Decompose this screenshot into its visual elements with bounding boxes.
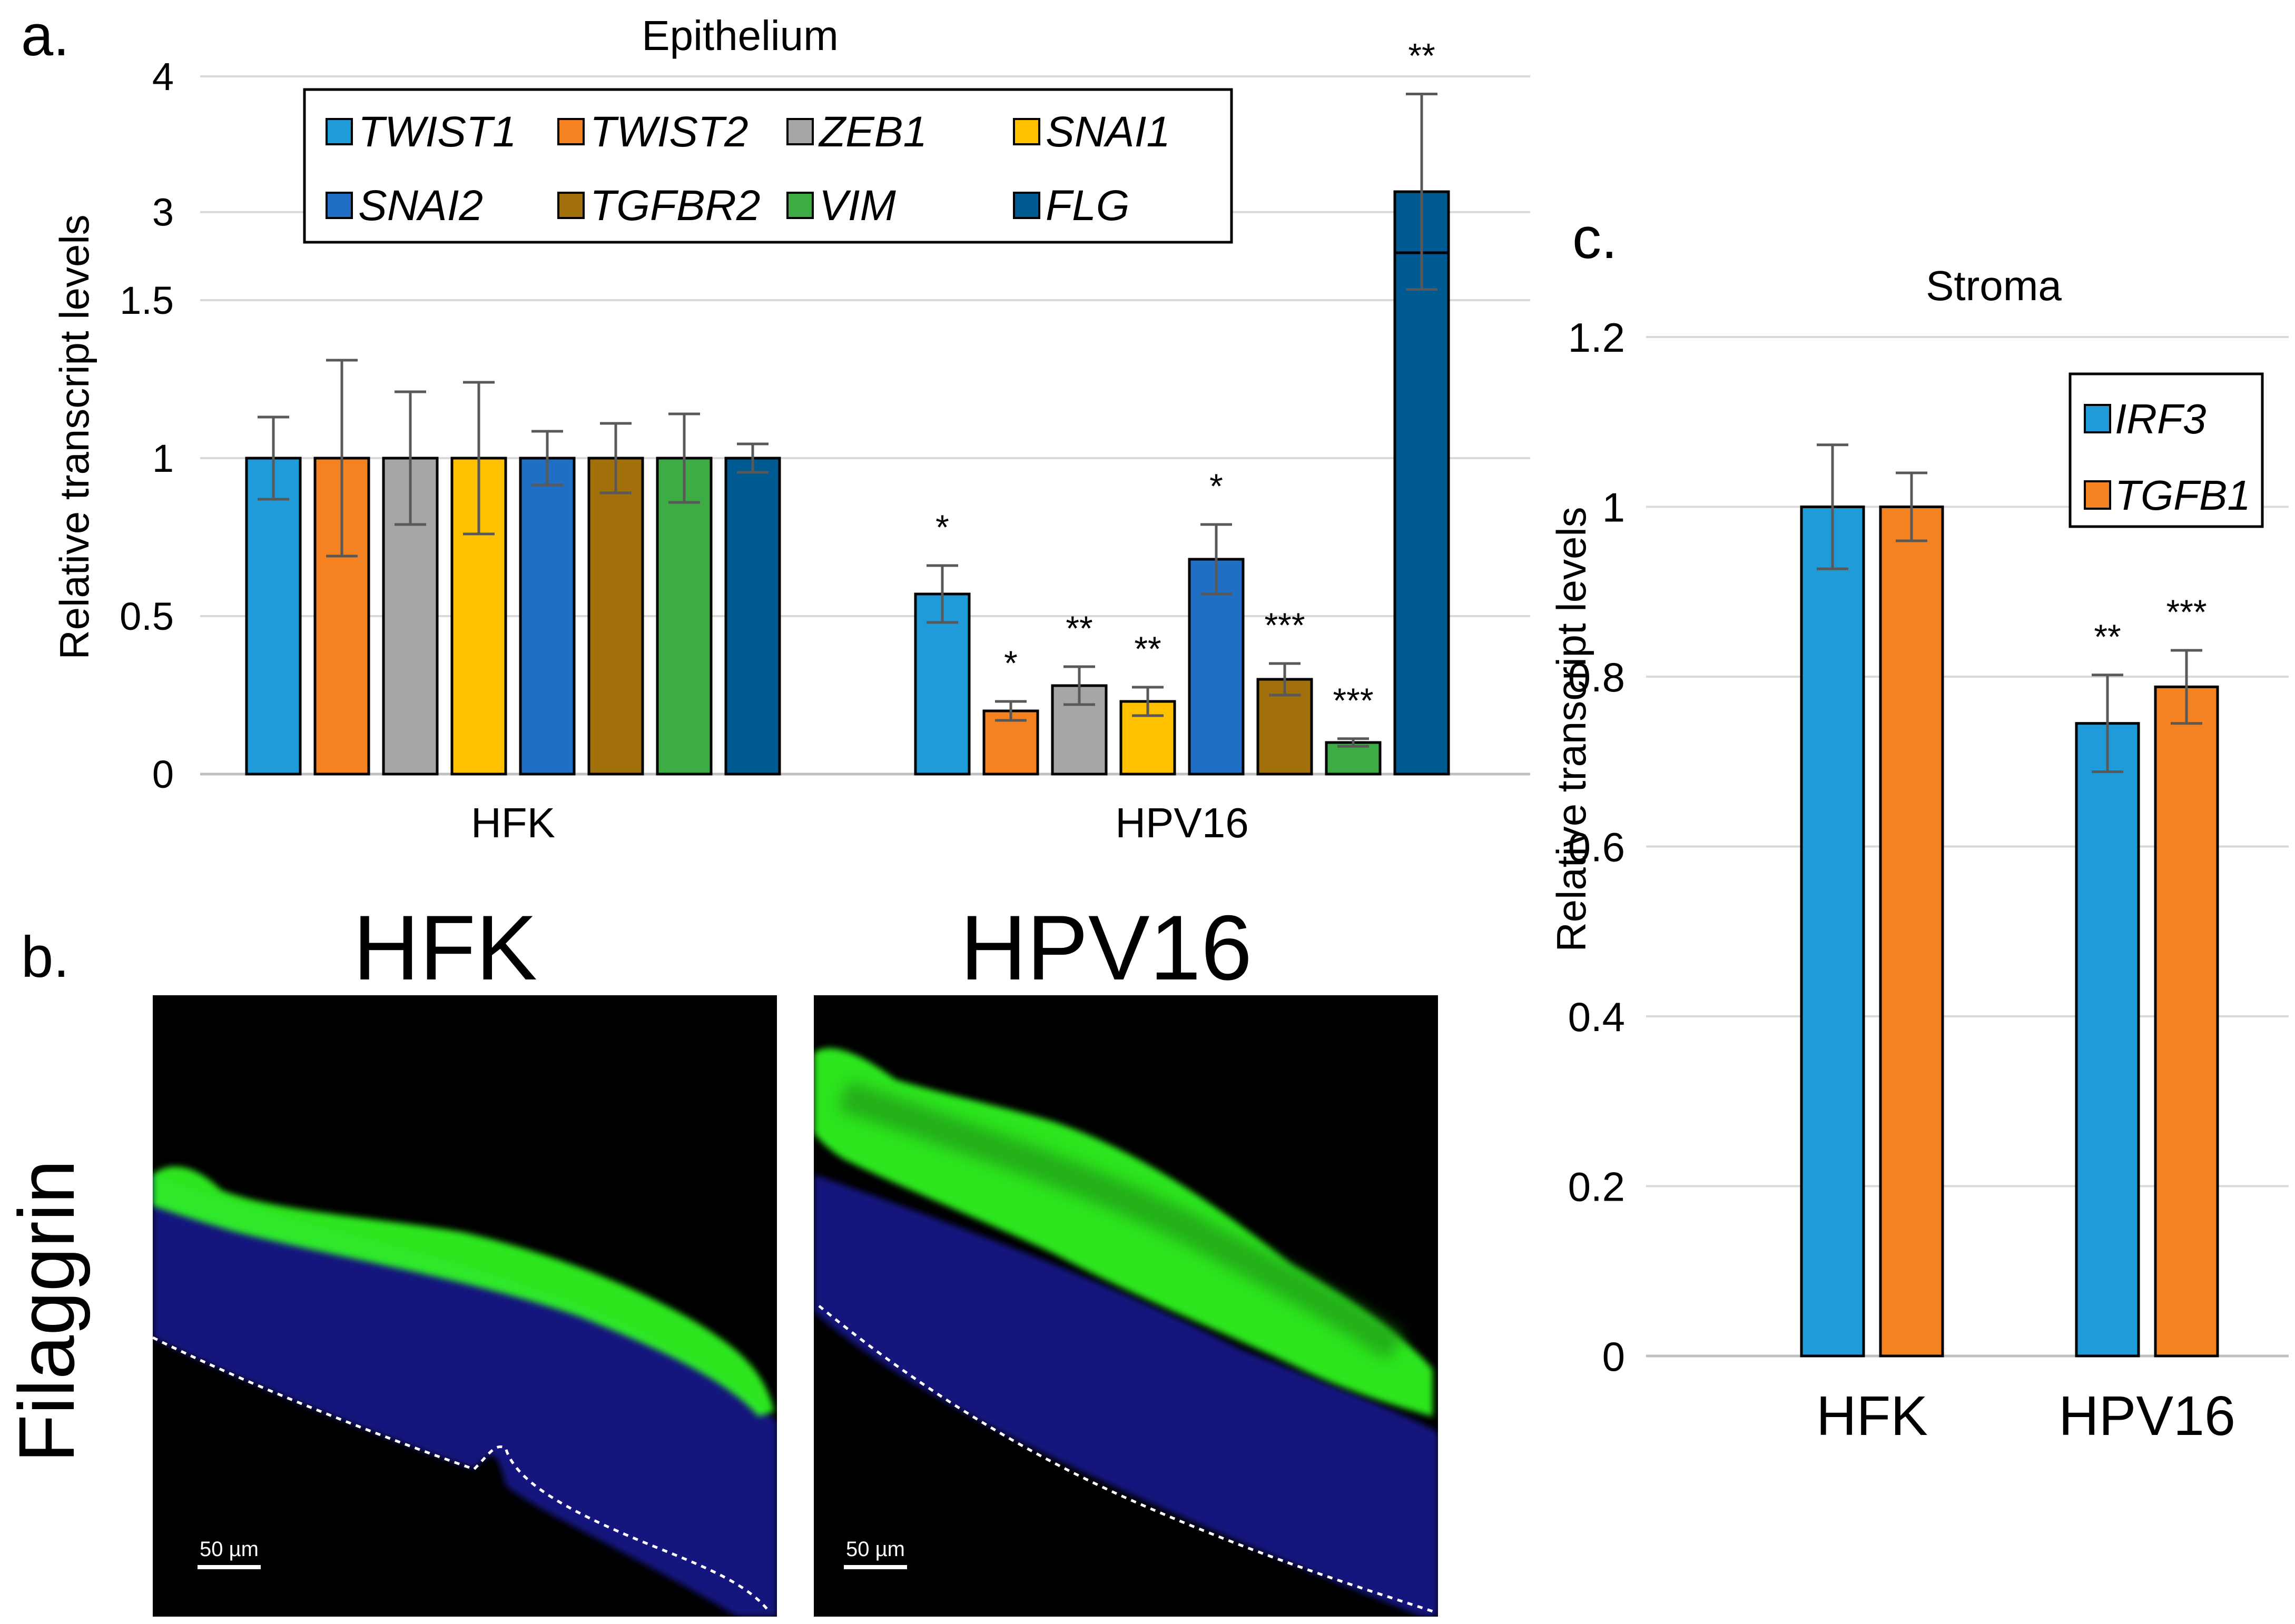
filaggrin-row-label: Filaggrin: [2, 1160, 91, 1462]
epithelium-chart-title: Epithelium: [642, 12, 839, 59]
stroma-bars: *****: [1800, 443, 2219, 1358]
legend-label: VIM: [819, 182, 896, 230]
stroma-legend: IRF3 TGFB1: [2069, 372, 2264, 528]
hpv16-micrograph: 50 µm: [814, 995, 1438, 1617]
hpv16-filaggrin-glow: [838, 1080, 1405, 1361]
legend-label: SNAI2: [358, 182, 483, 230]
legend-swatch: [786, 118, 814, 145]
epithelium-y-tick-label: 1: [152, 437, 174, 480]
legend-swatch: [786, 192, 814, 219]
legend-label: TGFB1: [2115, 472, 2251, 519]
epithelium-x-ticks: HFK HPV16: [471, 799, 1249, 846]
stroma-chart-title: Stroma: [1926, 262, 2062, 309]
hpv16-nuclei-layer: [814, 1174, 1438, 1617]
epithelium-significance-label: *: [1209, 467, 1223, 506]
epithelium-y-tick-label: 0: [152, 752, 174, 796]
epithelium-legend: TWIST1 TWIST2 ZEB1 SNAI1 SNAI2 TGFBR2 VIM FLG: [303, 88, 1233, 244]
epithelium-significance-label: *: [935, 508, 949, 547]
hfk-basement-membrane-line: [153, 1336, 770, 1612]
legend-label: ZEB1: [818, 108, 927, 156]
panel-b-letter: b.: [21, 925, 70, 989]
panel-c: c. Stroma Relative transcript levels 0 0.…: [1548, 206, 2289, 1447]
epithelium-bar: [1325, 741, 1382, 776]
epithelium-bar: [1393, 251, 1450, 776]
epithelium-significance-label: **: [1408, 36, 1435, 75]
stroma-x-ticks: HFK HPV16: [1816, 1385, 2235, 1447]
stroma-y-tick-label: 0.8: [1568, 654, 1625, 700]
epithelium-x-tick-label: HPV16: [1115, 799, 1248, 846]
epithelium-y-tick-label: 3: [152, 191, 174, 234]
stroma-y-tick-label: 0.6: [1568, 824, 1625, 870]
legend-swatch: [557, 192, 585, 219]
stroma-y-ticks: 0 0.2 0.4 0.6 0.8 1 1.2: [1568, 314, 1625, 1380]
stroma-y-axis-label: Relative transcript levels: [1548, 507, 1594, 952]
hfk-image-title: HFK: [353, 897, 537, 999]
stroma-y-tick-label: 0.2: [1568, 1164, 1625, 1210]
panel-c-letter: c.: [1572, 206, 1618, 271]
hfk-filaggrin-signal: [153, 1166, 774, 1417]
hpv16-image-title: HPV16: [960, 897, 1252, 999]
epithelium-y-tick-label: 4: [152, 55, 174, 98]
stroma-bar: [2154, 685, 2219, 1358]
legend-label: TWIST1: [358, 108, 517, 156]
epithelium-bars: ***************: [245, 36, 1450, 776]
legend-label: SNAI1: [1046, 108, 1170, 156]
hpv16-basement-membrane-line: [818, 1305, 1433, 1613]
legend-swatch: [326, 192, 353, 219]
hfk-nuclei-layer: [153, 1174, 777, 1617]
epithelium-bar: [656, 457, 713, 776]
epithelium-bar: [587, 457, 644, 776]
stroma-bar: [1800, 506, 1865, 1358]
legend-swatch: [1013, 192, 1040, 219]
epithelium-y-axis-label: Relative transcript levels: [51, 214, 97, 659]
legend-label: TGFBR2: [590, 182, 760, 230]
stroma-bar: [2075, 722, 2140, 1358]
panel-b: b. HFK HPV16 Filaggrin 50 µm 50 µm: [2, 897, 1438, 1617]
legend-swatch: [1013, 118, 1040, 145]
stroma-x-tick-label: HPV16: [2058, 1385, 2235, 1447]
epithelium-bar: [245, 457, 302, 776]
epithelium-legend-box: [303, 88, 1233, 244]
epithelium-y-tick-label: 0.5: [120, 595, 174, 638]
stroma-y-tick-label: 0.4: [1568, 994, 1625, 1040]
stroma-bar: [1879, 506, 1944, 1358]
stroma-y-tick-label: 1.2: [1568, 314, 1625, 361]
epithelium-y-ticks: 0 0.5 1 1.5 3 4: [120, 55, 174, 796]
hfk-micrograph: 50 µm: [153, 995, 777, 1617]
panel-a: a. Epithelium Relative transcript levels…: [21, 3, 1530, 846]
epithelium-bar: [519, 457, 576, 776]
epithelium-y-tick-label: 1.5: [120, 279, 174, 322]
epithelium-bar: [313, 457, 370, 776]
legend-swatch: [326, 118, 353, 145]
legend-swatch: [2084, 480, 2111, 510]
epithelium-bar: [724, 457, 781, 776]
epithelium-significance-label: **: [1134, 629, 1161, 668]
epithelium-x-tick-label: HFK: [471, 799, 555, 846]
stroma-significance-label: ***: [2166, 592, 2207, 631]
legend-swatch: [2084, 404, 2111, 433]
panel-a-letter: a.: [21, 3, 70, 68]
epithelium-significance-label: ***: [1264, 606, 1305, 645]
epithelium-significance-label: ***: [1333, 681, 1373, 720]
stroma-significance-label: **: [2094, 617, 2121, 656]
hpv16-scalebar-label: 50 µm: [846, 1538, 905, 1561]
legend-label: TWIST2: [590, 108, 748, 156]
hfk-scalebar-label: 50 µm: [200, 1538, 259, 1561]
stroma-x-tick-label: HFK: [1816, 1385, 1928, 1447]
stroma-y-tick-label: 0: [1602, 1333, 1625, 1380]
legend-label: IRF3: [2115, 395, 2206, 442]
legend-label: FLG: [1046, 182, 1129, 230]
legend-swatch: [557, 118, 585, 145]
epithelium-significance-label: **: [1066, 609, 1092, 648]
stroma-y-tick-label: 1: [1602, 484, 1625, 531]
epithelium-significance-label: *: [1004, 643, 1018, 682]
